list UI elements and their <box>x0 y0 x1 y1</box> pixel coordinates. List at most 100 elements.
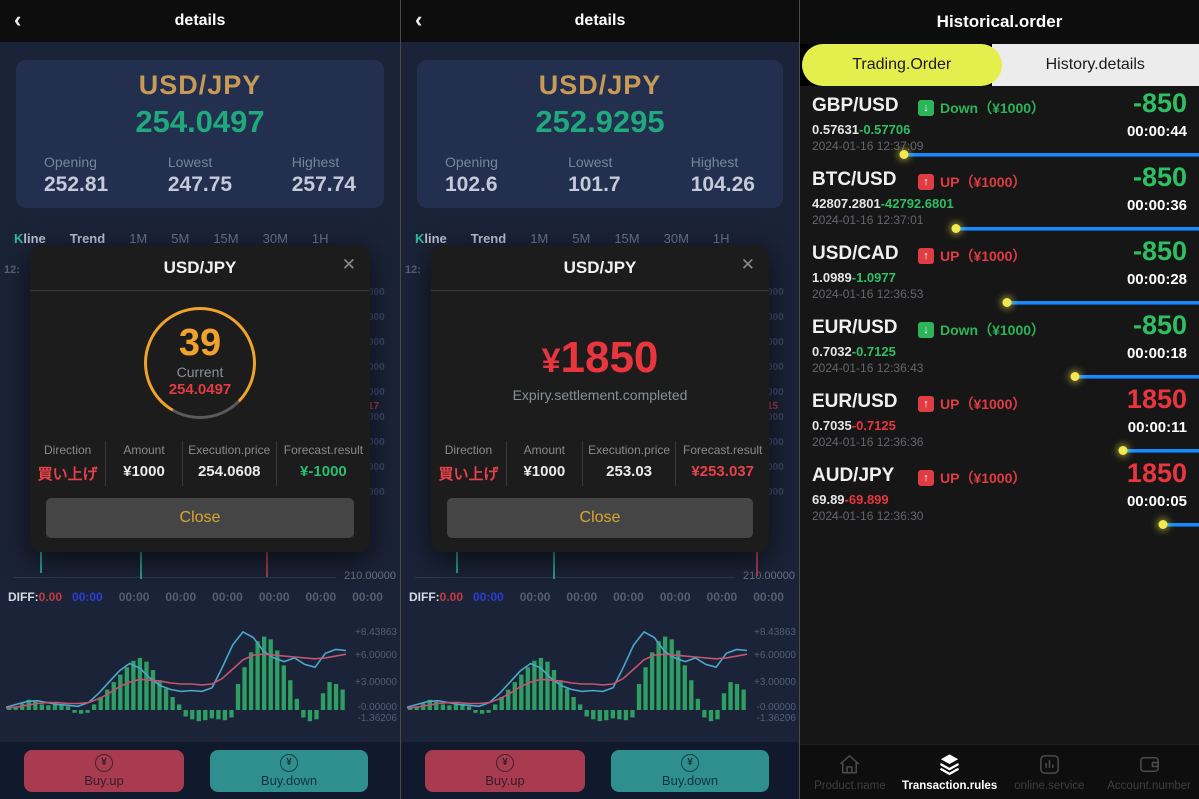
panel-historical-order: Historical.order History.details Trading… <box>799 0 1199 799</box>
buy-down-button[interactable]: ¥ Buy.down <box>210 750 368 792</box>
order-timestamp: 2024-01-16 12:36:53 <box>812 287 924 301</box>
detail-label: Amount <box>123 443 165 457</box>
y-axis-label: 000 <box>767 287 784 298</box>
order-countdown: 00:00:44 <box>1126 123 1187 140</box>
period-5m[interactable]: 5M <box>572 231 591 246</box>
period-1m[interactable]: 1M <box>129 231 148 246</box>
detail-label: Amount <box>523 443 566 457</box>
panel-details-left: ‹ details USD/JPY 254.0497 Opening 252.8… <box>0 0 400 799</box>
order-direction: ↑ UP（¥1000） <box>918 172 1026 192</box>
order-direction: ↓ Down（¥1000） <box>918 320 1045 340</box>
detail-label: Direction <box>43 443 92 457</box>
macd-y-label: -0.00000 <box>357 702 397 713</box>
trade-button-bar: ¥ Buy.up ¥ Buy.down <box>0 742 400 799</box>
period-15m[interactable]: 15M <box>213 231 239 246</box>
period-1h[interactable]: 1H <box>712 231 730 246</box>
order-row[interactable]: GBP/USD ↓ Down（¥1000） -850 0.57631-0.577… <box>800 86 1199 160</box>
macd-chart <box>407 630 747 722</box>
direction-label: UP（¥1000） <box>940 248 1027 264</box>
back-icon[interactable]: ‹ <box>14 7 22 32</box>
nav-online-service[interactable]: online.service <box>1000 745 1100 799</box>
order-detail-columns: Direction 買い上げ Amount ¥1000 Execution.price 2… <box>431 441 769 486</box>
close-icon[interactable]: ✕ <box>740 255 755 274</box>
yen-down-icon: ¥ <box>681 754 699 772</box>
order-row[interactable]: AUD/JPY ↑ UP（¥1000） 1850 69.89-69.899 00… <box>800 456 1199 530</box>
tab-kline[interactable]: Kline <box>415 231 447 246</box>
y-axis-label: 000 <box>368 387 385 398</box>
tab-history-details[interactable]: History.details <box>991 44 1199 86</box>
order-detail-col: Execution.price 254.0608 <box>181 441 276 486</box>
order-countdown: 00:00:28 <box>1126 271 1187 288</box>
period-1m[interactable]: 1M <box>530 231 549 246</box>
period-30m[interactable]: 30M <box>262 231 288 246</box>
period-5m[interactable]: 5M <box>171 231 190 246</box>
chart-icon <box>1039 755 1059 774</box>
order-row[interactable]: EUR/USD ↓ Down（¥1000） -850 0.7032-0.7125… <box>800 308 1199 382</box>
order-result: -850 <box>1132 310 1187 340</box>
nav-product-name[interactable]: Product.name <box>800 745 900 799</box>
nav-account-number[interactable]: Account.number <box>1099 745 1199 799</box>
period-1h[interactable]: 1H <box>311 231 329 246</box>
modal-title: USD/JPY <box>563 258 637 277</box>
order-price-range: 0.7032-0.7125 <box>812 344 896 359</box>
order-direction: ↑ UP（¥1000） <box>918 394 1026 414</box>
stat-label: Lowest <box>167 154 213 170</box>
buy-down-button[interactable]: ¥ Buy.down <box>611 750 769 792</box>
candle-wick <box>266 546 268 577</box>
order-row[interactable]: BTC/USD ↑ UP（¥1000） -850 42807.2801-4279… <box>800 160 1199 234</box>
period-15m[interactable]: 15M <box>614 231 640 246</box>
y-axis-label: 000 <box>767 412 784 423</box>
stat-highest: Highest 104.26 <box>691 154 755 197</box>
order-symbol: BTC/USD <box>812 169 897 190</box>
order-symbol: EUR/USD <box>812 391 898 412</box>
current-price: 252.9295 <box>535 104 665 139</box>
modal-title: USD/JPY <box>163 258 237 277</box>
price-card: USD/JPY 252.9295 Opening 102.6 Lowest 10… <box>417 60 783 208</box>
tab-trend[interactable]: Trend <box>69 231 106 246</box>
order-list: GBP/USD ↓ Down（¥1000） -850 0.57631-0.577… <box>800 86 1199 744</box>
buy-up-button[interactable]: ¥ Buy.up <box>24 750 184 792</box>
order-row[interactable]: USD/CAD ↑ UP（¥1000） -850 1.0989-1.0977 0… <box>800 234 1199 308</box>
detail-value: ¥-1000 <box>300 463 347 480</box>
nav-transaction-rules[interactable]: Transaction.rules <box>900 745 1000 799</box>
order-detail-col: Forecast.result ¥253.037 <box>675 441 769 486</box>
order-countdown: 00:00:11 <box>1127 419 1187 436</box>
x-axis-time-label: 12: <box>405 264 421 276</box>
order-detail-col: Forecast.result ¥-1000 <box>275 441 370 486</box>
order-progress <box>800 519 1199 529</box>
nav-label: Transaction.rules <box>902 780 998 792</box>
candle-wick <box>456 545 458 573</box>
close-icon[interactable]: ✕ <box>341 255 356 274</box>
progress-line <box>1163 523 1199 527</box>
order-countdown: 00:00:18 <box>1126 345 1187 362</box>
tab-trading-order[interactable]: Trading.Order <box>802 44 1002 86</box>
x-axis-tick: 00:00 <box>566 590 598 604</box>
order-countdown: 00:00:05 <box>1126 493 1187 510</box>
stat-lowest: Lowest 247.75 <box>168 154 232 197</box>
progress-dot-icon <box>1002 298 1012 307</box>
x-axis-tick: 00:00 <box>305 590 337 604</box>
order-timestamp: 2024-01-16 12:36:30 <box>812 509 924 523</box>
direction-arrow-icon: ↓ <box>918 100 934 116</box>
y-axis-label: 000 <box>368 487 385 498</box>
buy-up-button[interactable]: ¥ Buy.up <box>425 750 585 792</box>
order-progress <box>800 371 1199 381</box>
macd-y-label: +6.00000 <box>355 650 397 661</box>
y-axis-label: 000 <box>767 337 784 348</box>
stat-label: Highest <box>690 154 739 170</box>
period-30m[interactable]: 30M <box>663 231 689 246</box>
detail-value: 253.03 <box>606 463 653 480</box>
macd-y-label: +3.00000 <box>355 677 397 688</box>
order-row[interactable]: EUR/USD ↑ UP（¥1000） 1850 0.7035-0.7125 0… <box>800 382 1199 456</box>
chart-toolbar: Kline Trend 1M 5M 15M 30M 1H <box>415 231 789 246</box>
detail-value: ¥1000 <box>523 463 566 480</box>
progress-line <box>955 227 1199 231</box>
stat-lowest: Lowest 101.7 <box>568 154 621 197</box>
order-symbol: EUR/USD <box>812 317 898 338</box>
back-icon[interactable]: ‹ <box>415 7 423 32</box>
stat-opening: Opening 252.81 <box>44 154 108 197</box>
tab-trend[interactable]: Trend <box>470 231 507 246</box>
tab-kline[interactable]: Kline <box>14 231 46 246</box>
close-button[interactable]: Close <box>46 498 354 538</box>
close-button[interactable]: Close <box>447 498 753 538</box>
